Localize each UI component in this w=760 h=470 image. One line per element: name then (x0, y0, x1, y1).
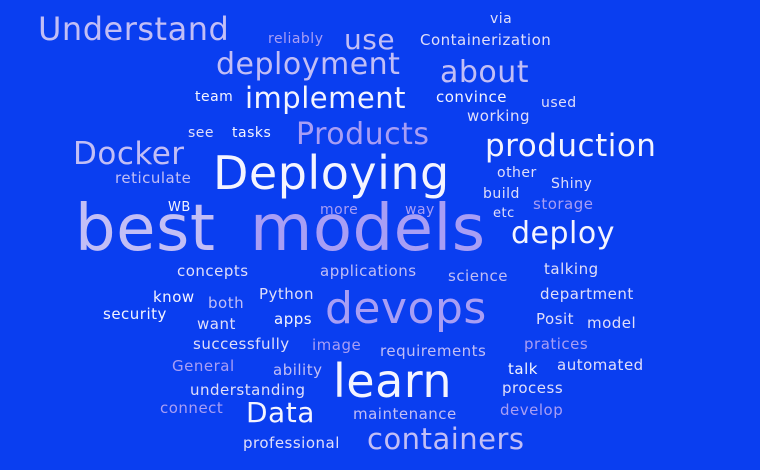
word-other: other (497, 165, 537, 181)
word-used: used (541, 95, 577, 111)
word-professional: professional (243, 434, 340, 452)
word-model: model (587, 314, 637, 332)
word-best: best (75, 192, 216, 266)
word-successfully: successfully (193, 335, 290, 353)
word-department: department (540, 285, 634, 303)
word-posit: Posit (536, 310, 575, 328)
word-automated: automated (557, 356, 644, 374)
word-concepts: concepts (177, 262, 249, 280)
word-team: team (195, 89, 234, 105)
word-know: know (153, 288, 195, 306)
word-production: production (485, 128, 657, 164)
word-convince: convince (436, 88, 507, 106)
word-way: way (405, 202, 435, 218)
word-implement: implement (245, 81, 406, 115)
word-both: both (208, 294, 245, 312)
word-deploy: deploy (511, 216, 615, 251)
word-devops: devops (325, 283, 487, 334)
word-requirements: requirements (380, 342, 487, 360)
word-use: use (344, 23, 396, 56)
word-wb: WB (168, 200, 191, 215)
word-docker: Docker (73, 136, 185, 172)
word-data: Data (246, 396, 315, 429)
word-python: Python (259, 285, 314, 303)
word-shiny: Shiny (551, 176, 593, 192)
word-reticulate: reticulate (115, 169, 192, 187)
word-talk: talk (508, 360, 538, 378)
word-develop: develop (500, 401, 564, 419)
word-reliably: reliably (268, 31, 324, 47)
word-see: see (188, 125, 215, 141)
word-connect: connect (160, 399, 224, 417)
word-learn: learn (333, 354, 453, 408)
word-etc: etc (493, 206, 515, 221)
word-apps: apps (274, 310, 313, 328)
word-want: want (197, 315, 236, 333)
word-build: build (483, 186, 520, 202)
word-deploying: Deploying (213, 146, 450, 200)
word-deployment: deployment (216, 47, 401, 82)
word-working: working (467, 107, 530, 125)
word-models: models (250, 192, 486, 266)
word-pratices: pratices (524, 335, 589, 353)
word-understand: Understand (38, 10, 230, 48)
word-understanding: understanding (190, 381, 306, 399)
word-tasks: tasks (232, 125, 272, 141)
word-more: more (320, 202, 359, 218)
word-image: image (312, 336, 362, 354)
word-applications: applications (320, 262, 417, 280)
word-products: Products (296, 117, 430, 152)
word-containers: containers (367, 422, 525, 456)
word-via: via (490, 11, 513, 27)
word-general: General (172, 357, 235, 375)
word-ability: ability (273, 361, 323, 379)
word-maintenance: maintenance (353, 405, 457, 423)
word-containerization: Containerization (420, 31, 552, 49)
word-talking: talking (544, 260, 599, 278)
word-process: process (502, 379, 564, 397)
word-security: security (103, 305, 167, 323)
word-about: about (440, 55, 530, 90)
word-science: science (448, 267, 508, 285)
word-storage: storage (533, 195, 594, 213)
